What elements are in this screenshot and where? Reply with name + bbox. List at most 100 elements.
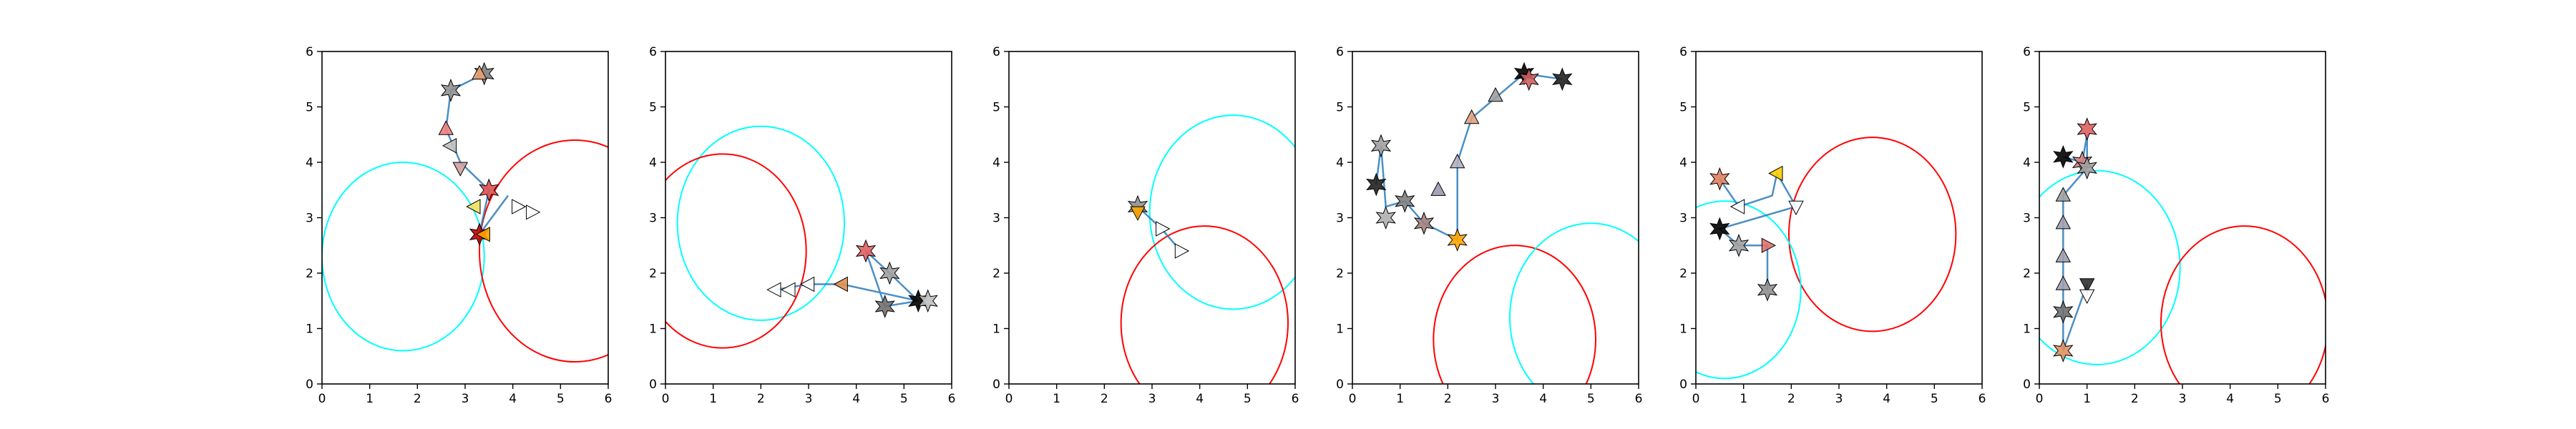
x-tick-label: 4 [1539,392,1547,406]
y-tick-label: 4 [992,156,1000,170]
region-circle-1 [2039,169,2181,365]
y-tick-label: 0 [992,378,1000,392]
marker-triangle-left-7 [1768,165,1783,182]
x-tick-label: 2 [2131,392,2139,406]
region-circle-2 [1509,222,1639,384]
y-tick-label: 1 [2023,322,2031,337]
x-tick-label: 4 [852,392,860,406]
region-circle-2 [1120,225,1289,384]
marker-triangle-up-2 [472,64,487,80]
y-tick-label: 3 [306,212,313,226]
y-tick-label: 2 [2023,267,2031,281]
y-tick-label: 0 [1679,378,1687,392]
y-tick-label: 6 [306,45,313,59]
x-tick-label: 3 [1148,392,1156,406]
x-tick-label: 5 [1931,392,1938,406]
marker-triangle-left-3 [1729,199,1745,214]
marker-triangle-left-7 [466,199,481,214]
y-tick-label: 5 [1336,101,1344,115]
y-tick-label: 6 [992,45,1000,59]
marker-star-4 [1395,189,1415,213]
marker-star-6 [2053,300,2074,324]
region-circle-2 [2160,225,2326,384]
marker-star-1 [1366,172,1387,197]
y-tick-label: 2 [992,267,1000,281]
y-tick-label: 0 [649,378,657,392]
marker-star-2 [917,289,938,313]
y-tick-label: 2 [649,267,657,281]
y-tick-label: 6 [649,45,657,59]
marker-star-7 [2053,339,2074,363]
marker-star-1 [474,61,494,86]
region-circle-2 [665,153,807,349]
marker-star-12 [1518,67,1539,92]
x-tick-label: 5 [1244,392,1252,406]
marker-triangle-left-7 [799,276,815,292]
x-tick-label: 2 [757,392,765,406]
y-tick-label: 6 [1336,45,1344,59]
marker-triangle-up-6 [1430,181,1446,196]
plot-area [322,61,608,363]
y-tick-label: 4 [2023,156,2031,170]
y-tick-label: 1 [649,322,657,337]
plot-area [2039,117,2326,384]
x-tick-label: 1 [2083,392,2091,406]
x-tick-label: 4 [2226,392,2234,406]
x-tick-label: 0 [318,392,326,406]
y-tick-label: 4 [1336,156,1344,170]
x-tick-label: 1 [709,392,717,406]
marker-triangle-left-8 [781,282,796,297]
y-tick-label: 3 [1336,212,1344,226]
x-tick-label: 4 [1883,392,1890,406]
x-tick-label: 6 [1635,392,1643,406]
marker-triangle-up-10 [1488,87,1503,102]
region-circle-2 [1696,200,1802,380]
x-tick-label: 1 [366,392,374,406]
x-tick-label: 2 [414,392,421,406]
y-tick-label: 3 [992,212,1000,226]
marker-star-3 [1375,206,1396,230]
y-tick-label: 6 [1679,45,1687,59]
marker-star-11 [1513,61,1535,86]
y-tick-label: 2 [1336,267,1344,281]
x-tick-label: 3 [1492,392,1500,406]
marker-star-9 [2077,117,2097,141]
region-circle-1 [322,162,485,352]
marker-star-8 [479,178,499,202]
marker-triangle-left-6 [833,276,848,292]
y-tick-label: 1 [306,322,313,337]
y-tick-label: 1 [1336,322,1344,337]
marker-star-5 [1413,211,1435,235]
x-tick-label: 2 [1444,392,1452,406]
subplot-3: 0 1 2 3 4 5 6 0 1 2 3 4 5 6 [992,45,1299,406]
marker-star-4 [855,239,877,263]
subplot-grid: 0 1 2 3 4 5 6 0 1 2 3 4 5 6 0 1 2 3 4 5 6 0 1 2 3 4 5 6 0 1 2 3 4 5 6 0 1 2 3 4… [306,45,2329,406]
y-tick-label: 5 [1679,101,1687,115]
marker-triangle-up-4 [2055,247,2072,262]
y-tick-label: 1 [992,322,1000,337]
plot-area [1120,114,1295,384]
marker-star-4 [1728,233,1750,257]
x-tick-label: 4 [509,392,517,406]
region-circle-1 [1148,114,1295,310]
y-tick-label: 0 [2023,378,2031,392]
marker-triangle-up-2 [2055,187,2072,202]
y-tick-label: 2 [306,267,313,281]
x-tick-label: 2 [1101,392,1108,406]
x-tick-label: 4 [1196,392,1204,406]
x-tick-label: 0 [1005,392,1013,406]
x-tick-label: 6 [948,392,956,406]
marker-star-10 [2077,156,2097,180]
subplot-5: 0 1 2 3 4 5 6 0 1 2 3 4 5 6 [1679,45,1986,406]
x-tick-label: 1 [1740,392,1747,406]
marker-triangle-right-11 [512,199,527,214]
marker-star-2 [1370,134,1392,158]
x-tick-label: 2 [1787,392,1795,406]
x-tick-label: 0 [662,392,670,406]
marker-star-6 [1757,277,1778,302]
marker-star-1 [1709,167,1730,191]
subplot-4: 0 1 2 3 4 5 6 0 1 2 3 4 5 6 [1336,45,1643,406]
y-tick-label: 6 [2023,45,2031,59]
x-tick-label: 5 [557,392,565,406]
